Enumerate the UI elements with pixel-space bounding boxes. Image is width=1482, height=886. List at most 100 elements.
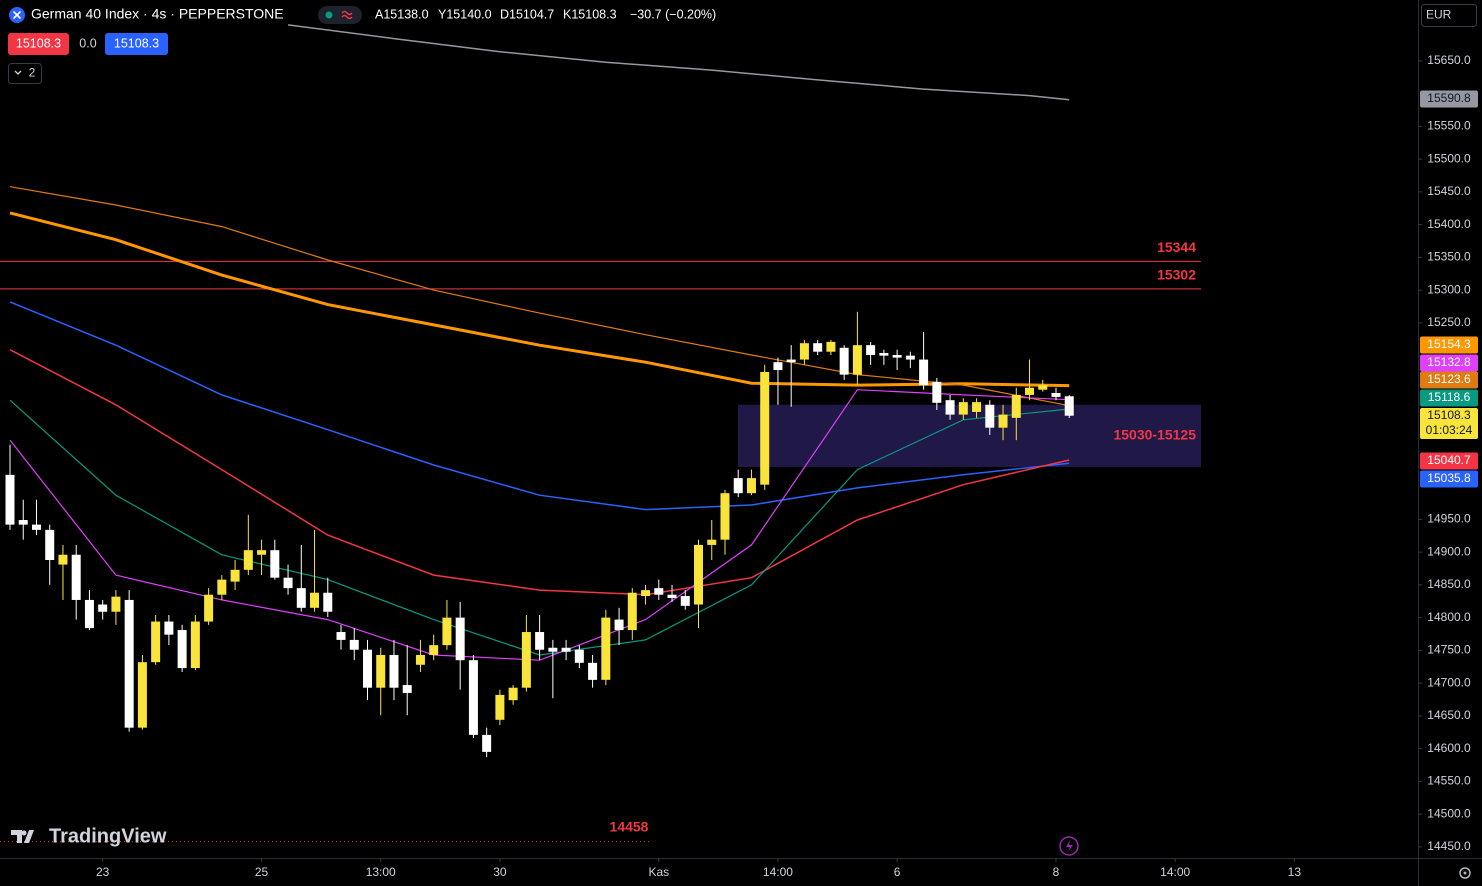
candle-body [720, 493, 730, 540]
symbol-icon-mark [12, 10, 22, 20]
countdown: 01:03:24 [1426, 423, 1473, 437]
y-tick-label: 14550.0 [1427, 774, 1471, 788]
candle-body [746, 478, 756, 494]
y-tick-label: 15450.0 [1427, 184, 1471, 198]
candle-body [323, 592, 333, 612]
y-tick-label: 14950.0 [1427, 512, 1471, 526]
candle-body [508, 687, 518, 701]
candle-body [270, 550, 280, 578]
candle-body [561, 647, 571, 652]
candle-body [137, 662, 147, 728]
y-tick-label: 15400.0 [1427, 217, 1471, 231]
ohlc-change: −30.7 (−0.20%) [630, 7, 716, 21]
candle-body [521, 632, 531, 688]
candle-body [985, 404, 995, 428]
y-tick-label: 14600.0 [1427, 741, 1471, 755]
candle-body [760, 372, 770, 485]
zone-label: 15030-15125 [1113, 427, 1196, 443]
x-tick-label: 25 [255, 865, 269, 879]
candle-body [588, 662, 598, 680]
y-tick-label: 14700.0 [1427, 675, 1471, 689]
candle-body [972, 402, 982, 412]
candle-body [336, 632, 346, 640]
candle-body [58, 554, 68, 565]
plot-area [0, 24, 1201, 843]
buy-price: 15108.3 [114, 36, 159, 50]
candle-body [243, 550, 253, 570]
candle-body [45, 529, 55, 560]
candle-body [614, 619, 624, 631]
x-tick-label: Kas [648, 865, 669, 879]
candle-body [376, 654, 386, 688]
settings-icon[interactable] [1459, 867, 1471, 879]
price-label: 15035.8 [1427, 471, 1471, 485]
y-tick-label: 15250.0 [1427, 315, 1471, 329]
candle-body [217, 579, 227, 595]
candle-body [495, 694, 505, 720]
spread: 0.0 [79, 36, 96, 50]
candle-body [468, 660, 478, 735]
currency: EUR [1426, 8, 1452, 22]
sell-button[interactable] [8, 33, 69, 55]
y-tick-label: 14500.0 [1427, 806, 1471, 820]
candle-body [826, 341, 836, 352]
ma-line [9, 349, 1070, 596]
candle-body [283, 577, 293, 589]
x-tick-label: 6 [894, 865, 901, 879]
candle-body [707, 539, 717, 545]
price-label-box [1420, 90, 1478, 108]
indicators-toggle[interactable] [8, 63, 42, 84]
candle-body [296, 588, 306, 608]
candle-body [257, 550, 267, 555]
chevron-icon [14, 70, 22, 75]
candle-body [18, 520, 28, 525]
candle-body [958, 402, 968, 415]
market-open-dot [325, 11, 333, 19]
candle-body [1011, 394, 1021, 418]
candle-body [574, 649, 584, 663]
candle-body [442, 617, 452, 646]
candle-body [164, 621, 174, 635]
events-icon[interactable] [1059, 836, 1079, 856]
candle-body [230, 569, 240, 582]
candle-body [124, 599, 134, 728]
candle-body [177, 630, 187, 669]
candle-body [1064, 396, 1074, 416]
candle-body [429, 645, 439, 655]
candle-body [310, 592, 320, 608]
ma-line [9, 301, 1070, 511]
y-tick-label: 15300.0 [1427, 282, 1471, 296]
y-tick-label: 15350.0 [1427, 250, 1471, 264]
candle-body [455, 617, 465, 661]
candle-body [654, 588, 664, 595]
candle-body [1038, 385, 1048, 390]
events-bolt [1066, 840, 1073, 852]
status-badge[interactable] [318, 6, 362, 24]
y-tick-label: 15650.0 [1427, 53, 1471, 67]
candle-body [415, 654, 425, 665]
price-label: 15118.6 [1428, 390, 1471, 404]
buy-button[interactable] [105, 33, 168, 55]
price-label-box [1420, 452, 1478, 470]
price-label: 15154.3 [1427, 337, 1471, 351]
y-tick-label: 15500.0 [1427, 151, 1471, 165]
y-tick-label: 15550.0 [1427, 119, 1471, 133]
price-label: 15123.6 [1427, 372, 1471, 386]
x-tick-label: 23 [96, 865, 110, 879]
candle-body [905, 355, 915, 360]
data-delay-icon [341, 10, 353, 20]
symbol-title[interactable]: German 40 Index · 4s · PEPPERSTONE [31, 6, 284, 22]
candle-body [879, 353, 889, 356]
candle-body [190, 621, 200, 669]
level-label: 15344 [1157, 239, 1196, 255]
candle-body [548, 647, 558, 652]
price-label-box [1420, 371, 1478, 389]
low-mark-label: 14458 [610, 818, 649, 834]
candle-body [535, 632, 545, 650]
candle-body [402, 685, 412, 693]
currency-button[interactable] [1421, 4, 1477, 27]
price-label: 15040.7 [1427, 453, 1471, 467]
level-label: 15302 [1157, 267, 1196, 283]
candle-body [5, 474, 15, 525]
